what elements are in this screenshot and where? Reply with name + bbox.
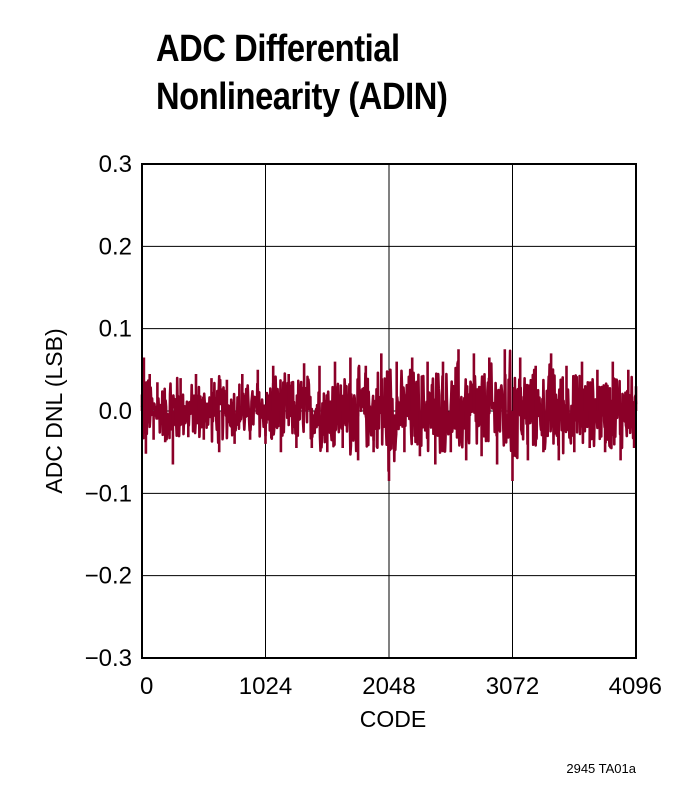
chart-title-line-1: ADC Differential (156, 28, 400, 70)
y-tick-label: −0.1 (85, 480, 132, 507)
x-tick-labels: 0 1024 2048 3072 4096 (140, 673, 662, 700)
series-dnl (140, 349, 638, 481)
y-tick-label: −0.2 (85, 563, 132, 590)
y-tick-label: 0.0 (99, 398, 132, 425)
x-tick-label: 4096 (609, 673, 662, 700)
x-tick-label: 3072 (486, 673, 539, 700)
y-tick-label: 0.3 (99, 151, 132, 178)
y-tick-label: 0.1 (99, 316, 132, 343)
y-axis-label: ADC DNL (LSB) (41, 328, 67, 493)
chart-title-line-2: Nonlinearity (ADIN) (156, 76, 448, 118)
x-axis-label: CODE (360, 706, 426, 732)
plot-frame (141, 163, 637, 659)
x-tick-label: 0 (140, 673, 153, 700)
series-line (140, 349, 638, 472)
y-tick-label: 0.2 (99, 233, 132, 260)
y-tick-labels: 0.3 0.2 0.1 0.0 −0.1 −0.2 −0.3 (85, 151, 132, 672)
x-tick-label: 1024 (239, 673, 292, 700)
figure-id: 2945 TA01a (566, 761, 636, 776)
x-tick-label: 2048 (362, 673, 415, 700)
y-tick-label: −0.3 (85, 645, 132, 672)
